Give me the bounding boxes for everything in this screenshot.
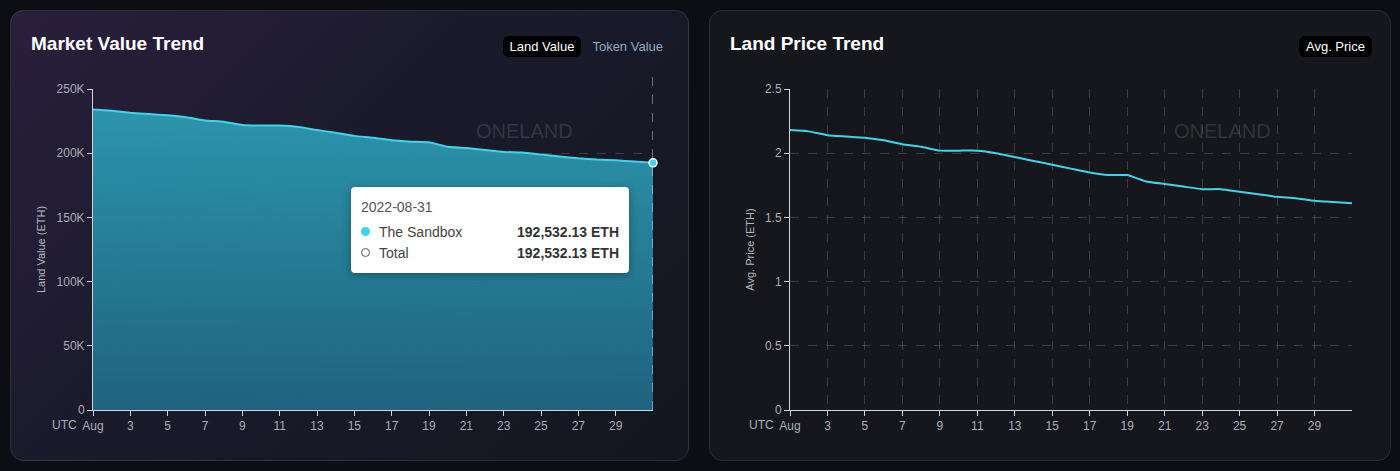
svg-text:15: 15 [348, 419, 362, 433]
html-text:192,532.13 ETH: 192,532.13 ETH [517, 223, 619, 240]
svg-text:27: 27 [572, 419, 586, 433]
svg-text:UTC: UTC [52, 418, 77, 432]
svg-text:Aug: Aug [779, 419, 800, 433]
svg-text:0: 0 [775, 403, 782, 417]
svg-text:21: 21 [1158, 419, 1172, 433]
svg-text:19: 19 [422, 419, 436, 433]
svg-text:5: 5 [164, 419, 171, 433]
svg-text:5: 5 [862, 419, 869, 433]
svg-text:21: 21 [460, 419, 474, 433]
svg-text:7: 7 [202, 419, 209, 433]
svg-text:29: 29 [1308, 419, 1322, 433]
svg-text:29: 29 [609, 419, 623, 433]
svg-text:Avg. Price (ETH): Avg. Price (ETH) [744, 208, 756, 290]
svg-text:15: 15 [1046, 419, 1060, 433]
html-text:Total: Total [379, 244, 409, 261]
svg-text:0: 0 [78, 403, 85, 417]
html-text:Land Price Trend: Land Price Trend [730, 33, 885, 54]
svg-text:25: 25 [1233, 419, 1247, 433]
svg-text:17: 17 [1083, 419, 1097, 433]
svg-text:100K: 100K [57, 275, 85, 289]
html-text:Land Value: Land Value [509, 39, 575, 54]
svg-text:Land Value (ETH): Land Value (ETH) [35, 206, 47, 293]
svg-text:7: 7 [899, 419, 906, 433]
svg-text:Aug: Aug [82, 419, 103, 433]
html-text:Token Value: Token Value [592, 39, 663, 54]
svg-text:3: 3 [824, 419, 831, 433]
html-text:Market Value Trend: Market Value Trend [31, 33, 205, 54]
svg-text:13: 13 [310, 419, 324, 433]
svg-text:250K: 250K [57, 82, 85, 96]
svg-text:11: 11 [971, 419, 984, 433]
svg-text:27: 27 [1270, 419, 1284, 433]
svg-text:2.5: 2.5 [765, 82, 782, 96]
svg-text:ONELAND: ONELAND [476, 120, 573, 142]
svg-text:0.5: 0.5 [765, 339, 782, 353]
svg-text:1.5: 1.5 [765, 211, 782, 225]
svg-text:150K: 150K [57, 211, 85, 225]
svg-text:19: 19 [1121, 419, 1135, 433]
html-text:2022-08-31: 2022-08-31 [361, 199, 433, 215]
svg-text:25: 25 [534, 419, 548, 433]
svg-text:2: 2 [775, 146, 782, 160]
svg-text:17: 17 [385, 419, 399, 433]
svg-text:11: 11 [273, 419, 286, 433]
svg-text:50K: 50K [63, 339, 84, 353]
svg-text:ONELAND: ONELAND [1174, 120, 1271, 142]
svg-text:13: 13 [1008, 419, 1022, 433]
svg-text:200K: 200K [57, 146, 85, 160]
html-text:192,532.13 ETH: 192,532.13 ETH [517, 244, 619, 261]
svg-text:9: 9 [937, 419, 944, 433]
svg-text:1: 1 [775, 275, 782, 289]
svg-text:9: 9 [239, 419, 246, 433]
svg-text:3: 3 [127, 419, 134, 433]
svg-text:23: 23 [497, 419, 511, 433]
html-text:Avg. Price: Avg. Price [1306, 39, 1365, 54]
svg-text:23: 23 [1195, 419, 1209, 433]
html-text:The Sandbox: The Sandbox [379, 223, 463, 240]
svg-text:UTC: UTC [749, 418, 774, 432]
